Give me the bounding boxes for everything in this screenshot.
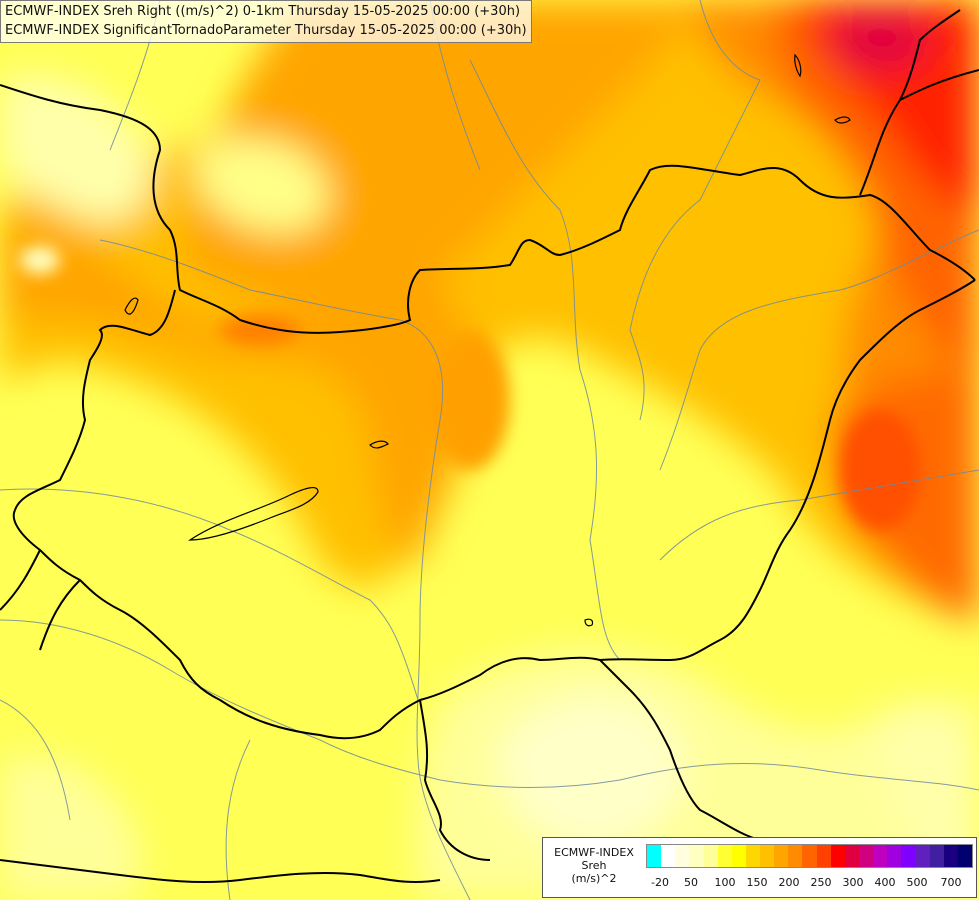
legend-tick-label: 400	[874, 876, 896, 889]
legend-swatch	[703, 845, 718, 867]
legend-swatch	[788, 845, 803, 867]
legend-swatch	[943, 845, 958, 867]
map-title-box: ECMWF-INDEX Sreh Right ((m/s)^2) 0-1km T…	[0, 0, 532, 43]
legend-swatch	[887, 845, 902, 867]
legend-swatch	[816, 845, 831, 867]
legend-tick-label: -20	[651, 876, 669, 889]
legend-tick-label: 100	[714, 876, 736, 889]
legend-tick-label: 50	[684, 876, 698, 889]
legend-swatch	[717, 845, 732, 867]
legend-title-line: Sreh	[581, 859, 607, 872]
legend-swatch	[745, 845, 760, 867]
legend-tick-label: 200	[778, 876, 800, 889]
country-borders	[0, 9, 979, 884]
legend-swatch	[844, 845, 859, 867]
title-line-sreh: ECMWF-INDEX Sreh Right ((m/s)^2) 0-1km T…	[5, 4, 521, 19]
color-legend: ECMWF-INDEX Sreh (m/s)^2 -20 50 100 150 200 2…	[542, 837, 977, 898]
legend-tick-label: 500	[906, 876, 928, 889]
legend-title: ECMWF-INDEX Sreh (m/s)^2	[547, 846, 641, 885]
legend-swatch	[873, 845, 888, 867]
legend-tick-label: 250	[810, 876, 832, 889]
legend-swatch	[957, 845, 972, 867]
legend-title-line: (m/s)^2	[571, 872, 617, 885]
legend-swatch	[731, 845, 746, 867]
legend-swatch	[929, 845, 944, 867]
legend-swatch	[689, 845, 704, 867]
legend-swatch	[858, 845, 873, 867]
legend-tick-label: 300	[842, 876, 864, 889]
lakes	[124, 53, 851, 627]
legend-swatch	[915, 845, 930, 867]
legend-swatch	[830, 845, 845, 867]
legend-swatch	[901, 845, 916, 867]
legend-tick-label: 150	[746, 876, 768, 889]
legend-title-line: ECMWF-INDEX	[554, 846, 634, 859]
legend-swatch	[647, 845, 662, 867]
legend-tick-label: 700	[940, 876, 962, 889]
legend-tick-labels: -20 50 100 150 200 250 300 400 500 700	[646, 876, 971, 890]
legend-swatch	[661, 845, 676, 867]
legend-swatch	[802, 845, 817, 867]
legend-swatch	[774, 845, 789, 867]
title-line-stp: ECMWF-INDEX SignificantTornadoParameter …	[5, 23, 527, 38]
legend-swatch	[675, 845, 690, 867]
legend-swatch	[760, 845, 775, 867]
legend-color-bar	[646, 844, 973, 868]
